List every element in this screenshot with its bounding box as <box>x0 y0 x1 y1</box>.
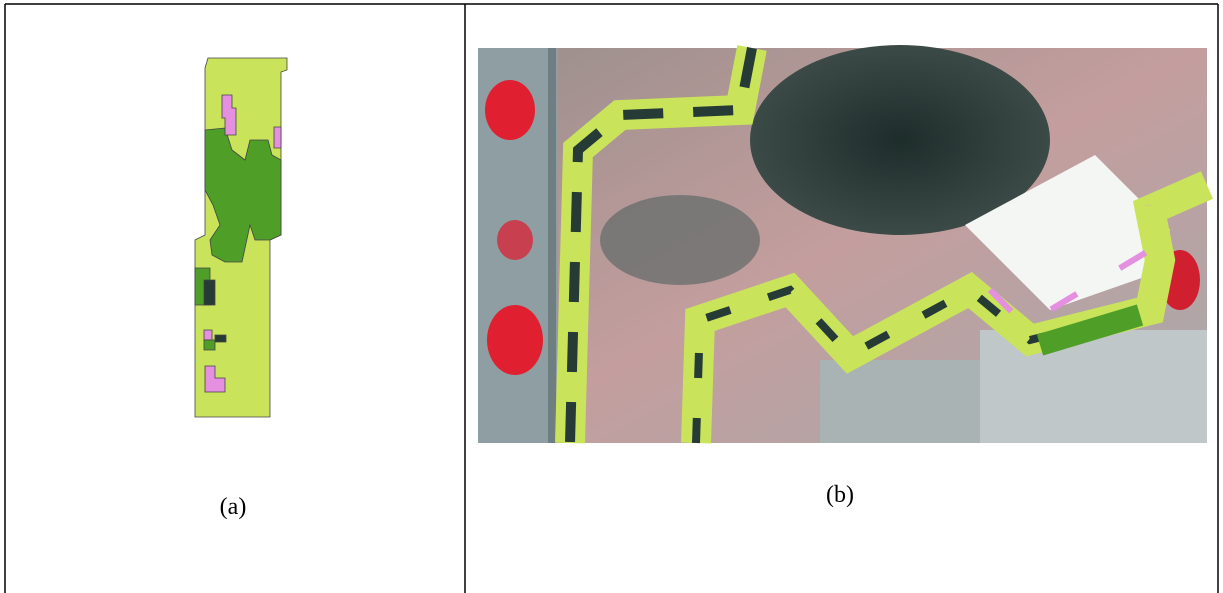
panel-a-map <box>195 58 287 417</box>
figure: (a) (b) <box>0 0 1223 593</box>
figure-art <box>0 0 1223 593</box>
panel-label: (a) <box>220 494 247 521</box>
panel-b-image <box>478 45 1207 443</box>
panel-label: (b) <box>826 482 854 509</box>
